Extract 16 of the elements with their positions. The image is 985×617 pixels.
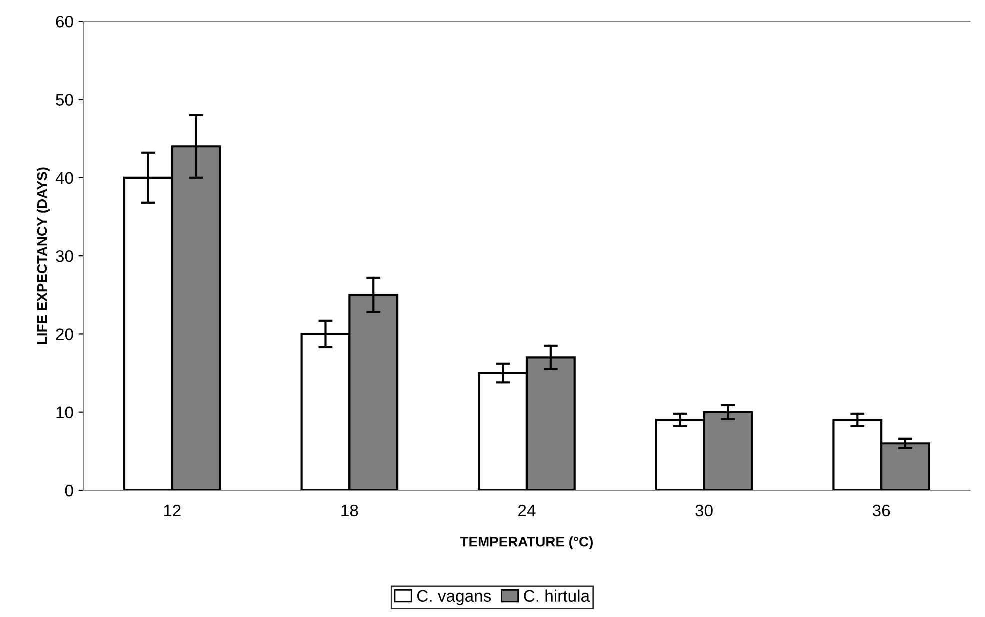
x-tick-label: 18	[342, 504, 358, 517]
x-tick-label: 36	[872, 504, 890, 517]
y-tick-label: 50	[56, 94, 74, 106]
y-tick-label: 20	[56, 328, 74, 340]
x-axis-title: TEMPERATURE (°C)	[460, 536, 593, 550]
y-tick-label: 30	[56, 250, 74, 262]
legend-label: C. vagans	[417, 590, 492, 606]
y-tick-label: 10	[56, 406, 74, 419]
x-tick-label: 12	[164, 504, 181, 516]
x-tick-label: 30	[696, 504, 713, 517]
y-tick-label: 40	[56, 172, 74, 184]
y-axis-title: LIFE EXPECTANCY (DAYS)	[36, 168, 50, 344]
y-tick-label: 60	[56, 16, 74, 28]
legend-label: C. hirtula	[524, 590, 590, 602]
x-tick-label: 24	[518, 504, 536, 516]
y-tick-label: 0	[65, 484, 74, 497]
